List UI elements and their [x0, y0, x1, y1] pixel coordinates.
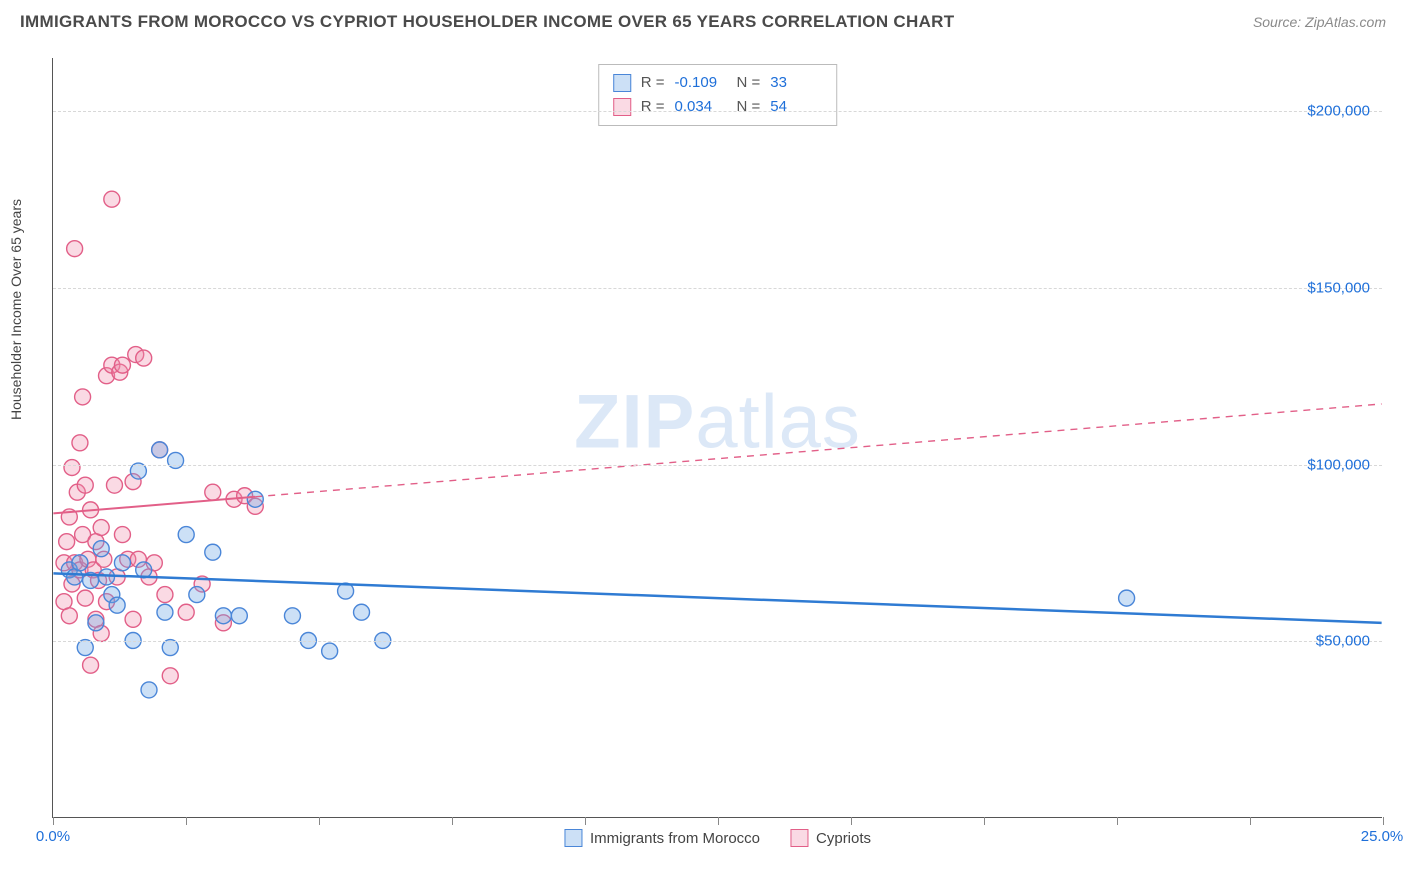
x-tick [186, 817, 187, 825]
legend-label-morocco: Immigrants from Morocco [590, 830, 760, 847]
data-point [168, 452, 184, 468]
swatch-cypriots [613, 98, 631, 116]
legend-row-morocco: R = -0.109 N = 33 [613, 71, 823, 95]
n-label: N = [737, 95, 761, 119]
data-point [104, 191, 120, 207]
swatch-morocco-icon [564, 829, 582, 847]
data-point [215, 608, 231, 624]
data-point [125, 611, 141, 627]
data-point [231, 608, 247, 624]
data-point [189, 587, 205, 603]
data-point [77, 590, 93, 606]
legend-row-cypriots: R = 0.034 N = 54 [613, 95, 823, 119]
r-label: R = [641, 95, 665, 119]
data-point [93, 541, 109, 557]
data-point [157, 587, 173, 603]
data-point [99, 569, 115, 585]
data-point [114, 357, 130, 373]
data-point [322, 643, 338, 659]
x-tick [1117, 817, 1118, 825]
chart-title: IMMIGRANTS FROM MOROCCO VS CYPRIOT HOUSE… [20, 12, 954, 32]
data-point [93, 520, 109, 536]
data-point [152, 442, 168, 458]
data-point [64, 460, 80, 476]
n-value-morocco: 33 [770, 71, 822, 95]
gridline [53, 641, 1382, 642]
source-label: Source: ZipAtlas.com [1253, 14, 1386, 30]
data-point [114, 527, 130, 543]
y-tick-label: $150,000 [1307, 279, 1370, 296]
x-tick [851, 817, 852, 825]
data-point [109, 597, 125, 613]
r-label: R = [641, 71, 665, 95]
data-point [157, 604, 173, 620]
data-point [284, 608, 300, 624]
legend-label-cypriots: Cypriots [816, 830, 871, 847]
data-point [354, 604, 370, 620]
y-tick-label: $50,000 [1316, 633, 1370, 650]
x-tick [718, 817, 719, 825]
data-point [205, 544, 221, 560]
gridline [53, 465, 1382, 466]
chart-plot-area: ZIPatlas R = -0.109 N = 33 R = 0.034 N =… [52, 58, 1382, 818]
data-point [162, 668, 178, 684]
data-point [247, 491, 263, 507]
x-tick [984, 817, 985, 825]
data-point [205, 484, 221, 500]
data-point [75, 389, 91, 405]
y-axis-label: Householder Income Over 65 years [8, 199, 24, 420]
gridline [53, 288, 1382, 289]
n-label: N = [737, 71, 761, 95]
r-value-morocco: -0.109 [675, 71, 727, 95]
data-point [59, 534, 75, 550]
n-value-cypriots: 54 [770, 95, 822, 119]
x-tick [452, 817, 453, 825]
scatter-svg [53, 58, 1382, 817]
data-point [72, 555, 88, 571]
regression-line-dashed [255, 404, 1381, 497]
correlation-legend: R = -0.109 N = 33 R = 0.034 N = 54 [598, 64, 838, 126]
swatch-cypriots-icon [790, 829, 808, 847]
x-tick-max: 25.0% [1361, 828, 1404, 845]
data-point [83, 657, 99, 673]
data-point [136, 350, 152, 366]
data-point [178, 527, 194, 543]
data-point [106, 477, 122, 493]
x-tick [585, 817, 586, 825]
regression-line [53, 573, 1381, 622]
legend-item-morocco: Immigrants from Morocco [564, 829, 760, 847]
data-point [114, 555, 130, 571]
x-tick [1250, 817, 1251, 825]
data-point [88, 615, 104, 631]
x-tick [319, 817, 320, 825]
x-tick-min: 0.0% [36, 828, 70, 845]
data-point [141, 682, 157, 698]
x-tick [53, 817, 54, 825]
data-point [72, 435, 88, 451]
series-legend: Immigrants from Morocco Cypriots [564, 829, 871, 847]
r-value-cypriots: 0.034 [675, 95, 727, 119]
y-tick-label: $100,000 [1307, 456, 1370, 473]
data-point [67, 241, 83, 257]
x-tick [1383, 817, 1384, 825]
data-point [178, 604, 194, 620]
legend-item-cypriots: Cypriots [790, 829, 871, 847]
data-point [77, 477, 93, 493]
data-point [61, 608, 77, 624]
gridline [53, 111, 1382, 112]
y-tick-label: $200,000 [1307, 103, 1370, 120]
data-point [1119, 590, 1135, 606]
swatch-morocco [613, 74, 631, 92]
